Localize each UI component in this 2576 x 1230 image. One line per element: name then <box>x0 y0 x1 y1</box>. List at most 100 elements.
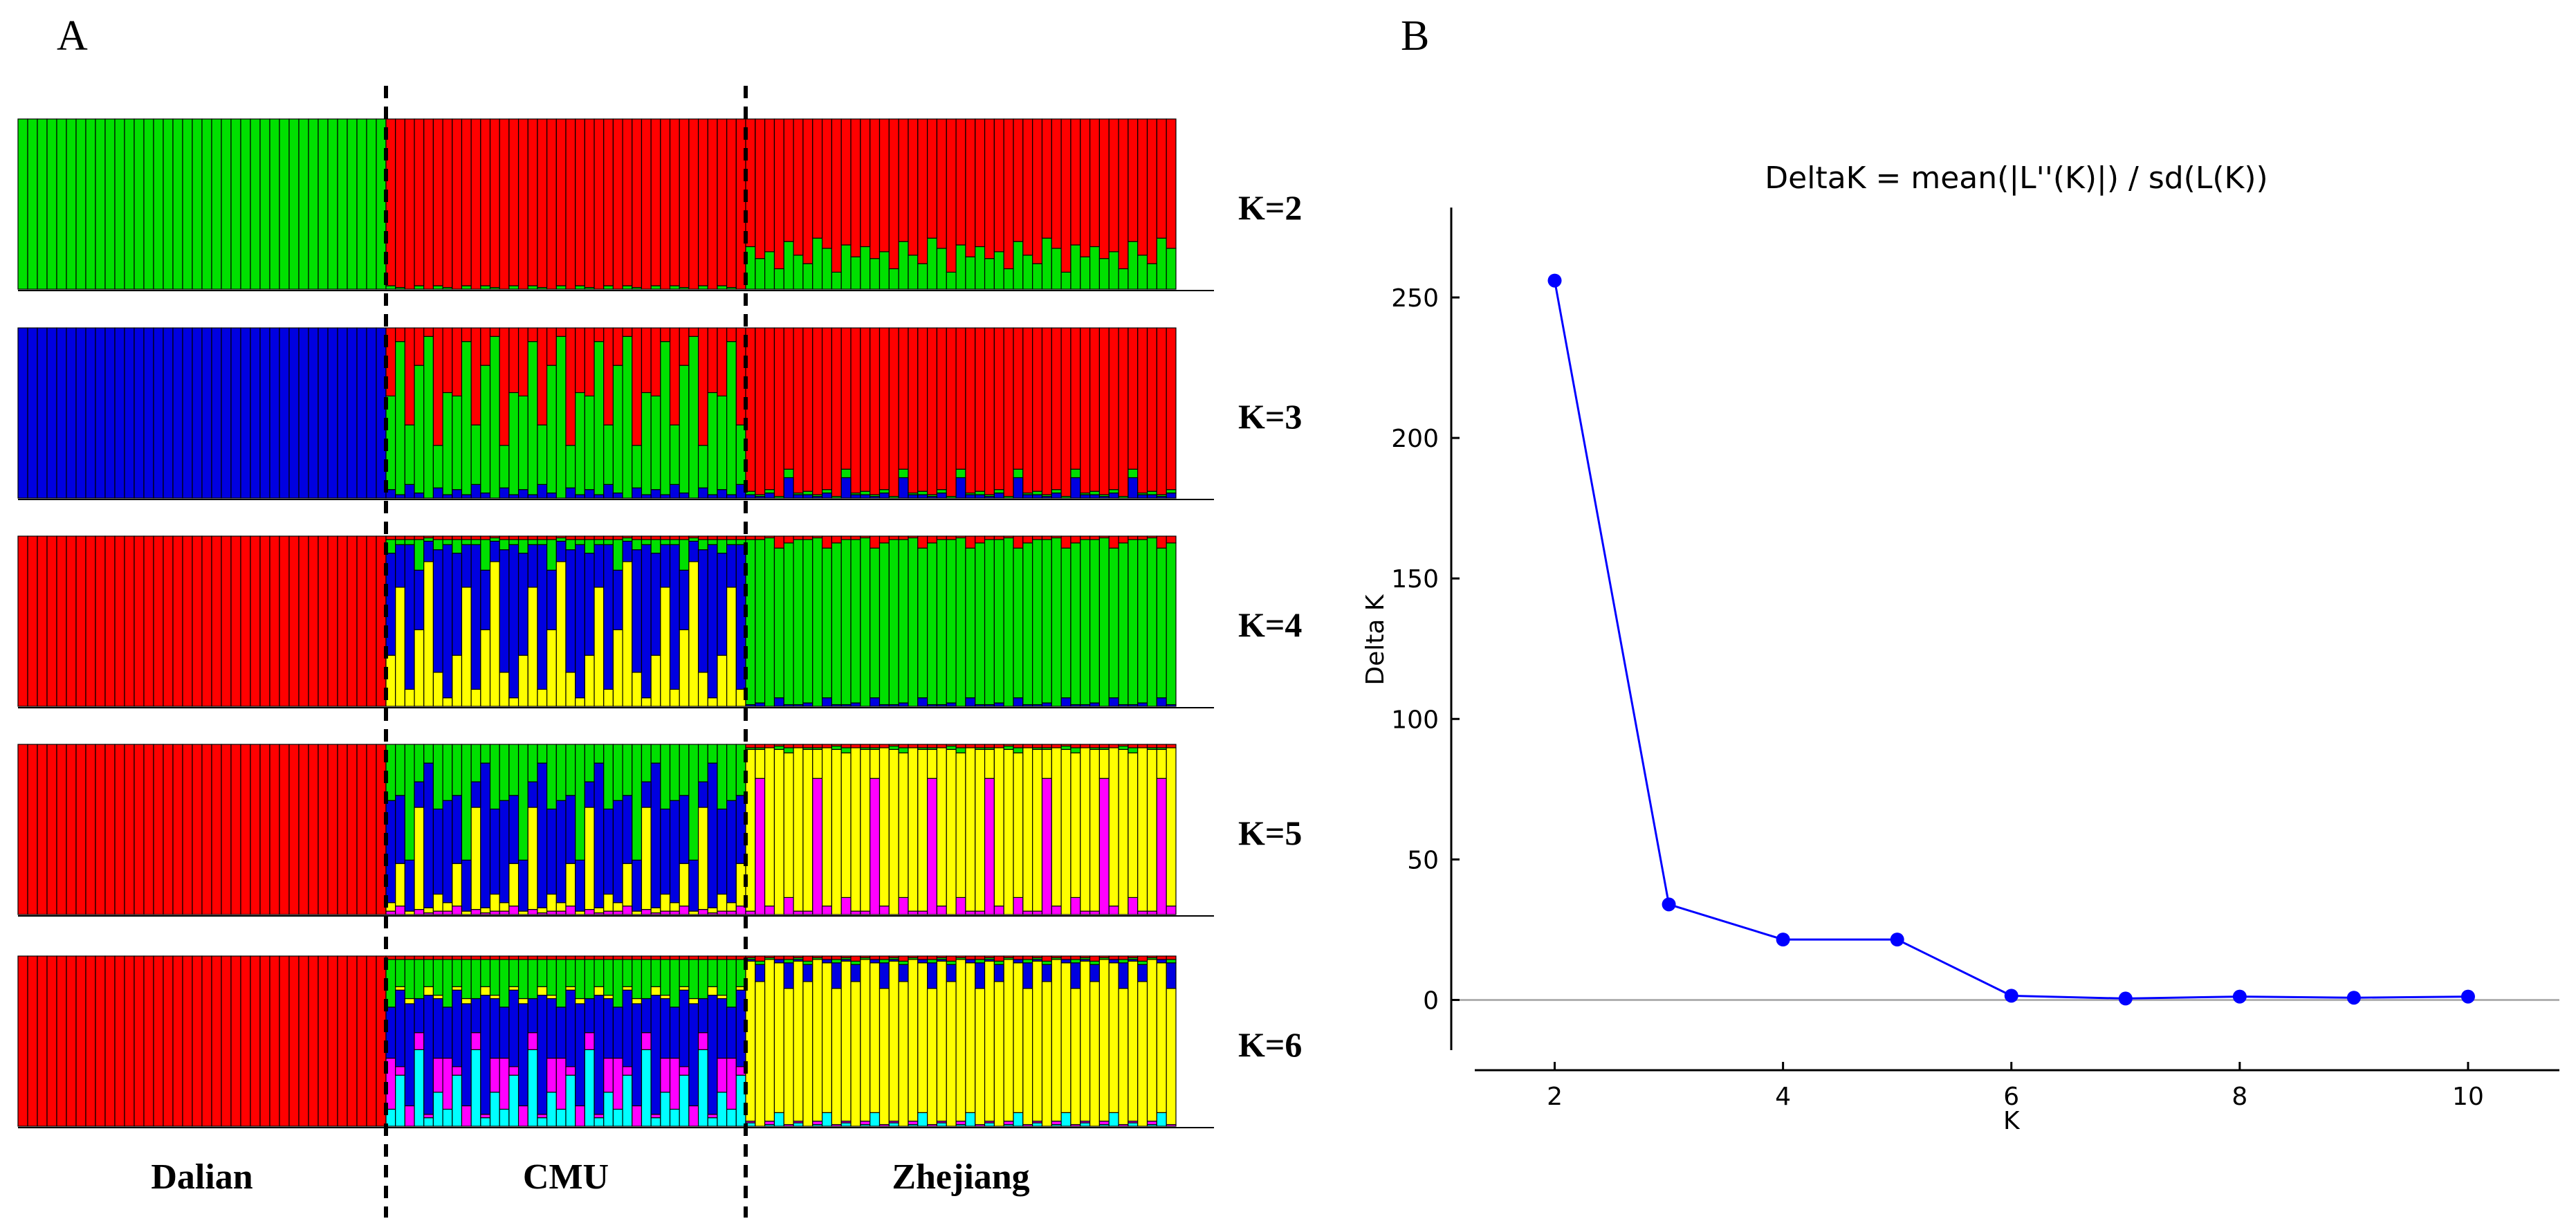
ancestry-bar-blue <box>840 477 852 499</box>
ancestry-bar-yellow <box>946 749 957 915</box>
ancestry-bar-magenta <box>860 1121 871 1126</box>
ancestry-bar-blue <box>584 552 595 656</box>
ancestry-bar-red <box>480 955 491 960</box>
ancestry-bar-blue <box>404 1003 415 1107</box>
ancestry-bar-yellow <box>517 654 528 707</box>
ancestry-bar-magenta <box>821 906 832 915</box>
ancestry-bar-green <box>783 542 794 706</box>
ancestry-bar-red <box>17 744 28 915</box>
ancestry-bar-red <box>612 535 623 540</box>
ancestry-bar-yellow <box>821 962 832 1113</box>
panel-a-label: A <box>57 12 88 59</box>
ancestry-bar-blue <box>1060 959 1071 964</box>
ancestry-bar-green <box>1118 745 1129 750</box>
ancestry-bar-yellow <box>1128 752 1139 899</box>
ancestry-bar-red <box>773 535 784 549</box>
ancestry-bar-red <box>230 744 241 915</box>
ancestry-bar-red <box>499 955 510 960</box>
ancestry-bar-yellow <box>423 561 434 707</box>
ancestry-bar-blue <box>537 994 548 1115</box>
delta-k-point <box>2232 989 2247 1004</box>
ancestry-bar-red <box>1041 955 1052 962</box>
ancestry-bar-blue <box>1137 964 1148 982</box>
ancestry-bar-magenta <box>745 910 756 915</box>
ancestry-bar-red <box>75 535 86 707</box>
ancestry-bar-magenta <box>726 1057 737 1110</box>
ancestry-bar-yellow <box>641 697 652 707</box>
ancestry-bar-red <box>908 955 919 959</box>
ancestry-bar-red <box>927 744 938 749</box>
ancestry-bar-magenta <box>669 1057 680 1110</box>
ancestry-bar-green <box>936 489 947 494</box>
ancestry-bar-red <box>134 955 145 1127</box>
ancestry-bar-blue <box>1089 964 1101 982</box>
ancestry-bar-red <box>612 118 623 290</box>
ancestry-bar-green <box>984 258 995 290</box>
ancestry-bar-red <box>1003 955 1014 959</box>
ancestry-bar-blue <box>802 964 813 982</box>
ancestry-bar-yellow <box>537 688 548 707</box>
ancestry-bar-blue <box>565 989 576 1067</box>
ancestry-bar-green <box>1060 271 1071 290</box>
ancestry-bar-blue <box>546 493 557 499</box>
ancestry-bar-green <box>508 744 519 796</box>
ancestry-bar-magenta <box>812 1121 823 1126</box>
ancestry-bar-blue <box>432 549 443 673</box>
ancestry-bar-red <box>773 744 784 747</box>
ancestry-bar-green <box>726 341 737 495</box>
ancestry-bar-magenta <box>755 778 766 915</box>
ancestry-bar-red <box>707 955 718 960</box>
ancestry-bar-green <box>46 118 57 290</box>
ancestry-bar-blue <box>1070 477 1081 499</box>
ancestry-bar-green <box>537 959 548 987</box>
ancestry-bar-red <box>298 744 309 915</box>
ancestry-bar-blue <box>201 327 212 499</box>
ancestry-bar-red <box>946 535 957 540</box>
ancestry-bar-green <box>688 744 699 861</box>
ancestry-bar-red <box>755 744 766 749</box>
ancestry-bar-blue <box>632 859 643 912</box>
ancestry-bar-cyan <box>697 1049 708 1127</box>
ancestry-bar-red <box>565 535 576 540</box>
ancestry-bar-yellow <box>527 807 538 910</box>
ancestry-bar-yellow <box>584 654 595 707</box>
ancestry-bar-green <box>650 959 661 987</box>
ancestry-bar-magenta <box>1080 910 1091 915</box>
ancestry-bar-red <box>975 744 986 749</box>
ancestry-bar-yellow <box>423 986 434 996</box>
delta-k-point <box>1547 273 1562 288</box>
ancestry-bar-red <box>575 327 585 394</box>
ancestry-bar-magenta <box>650 1114 661 1119</box>
ancestry-bar-green <box>423 336 434 499</box>
ancestry-bar-red <box>230 955 241 1127</box>
ancestry-bar-blue <box>993 702 1004 707</box>
ancestry-bar-red <box>517 327 528 397</box>
ancestry-bar-green <box>632 539 643 551</box>
ancestry-bar-magenta <box>660 910 671 915</box>
ancestry-bar-red <box>697 327 708 446</box>
ancestry-bar-yellow <box>707 907 718 914</box>
ancestry-bar-green <box>1108 251 1119 290</box>
ancestry-bar-blue <box>555 800 567 903</box>
ancestry-bar-yellow <box>594 986 605 996</box>
ancestry-bar-blue <box>537 484 548 499</box>
ancestry-bar-cyan <box>1080 1122 1091 1127</box>
ancestry-bar-green <box>773 547 784 699</box>
ancestry-bar-red <box>308 535 319 707</box>
ancestry-bar-red <box>56 744 67 915</box>
ancestry-bar-red <box>211 535 222 707</box>
ancestry-bar-green <box>470 539 481 545</box>
ancestry-bar-green <box>632 445 643 488</box>
x-tick-label: 4 <box>1775 1083 1791 1111</box>
ancestry-bar-red <box>697 535 708 540</box>
ancestry-bar-red <box>717 327 728 397</box>
ancestry-bar-blue <box>697 487 708 499</box>
ancestry-bar-red <box>508 118 519 286</box>
ancestry-bar-red <box>908 535 919 539</box>
ancestry-bar-red <box>318 744 329 915</box>
ancestry-bar-red <box>347 535 358 707</box>
ancestry-bar-yellow <box>517 910 528 915</box>
ancestry-bar-red <box>1137 327 1148 494</box>
ancestry-bar-red <box>308 744 319 915</box>
y-axis-label: Delta K <box>1361 594 1390 685</box>
